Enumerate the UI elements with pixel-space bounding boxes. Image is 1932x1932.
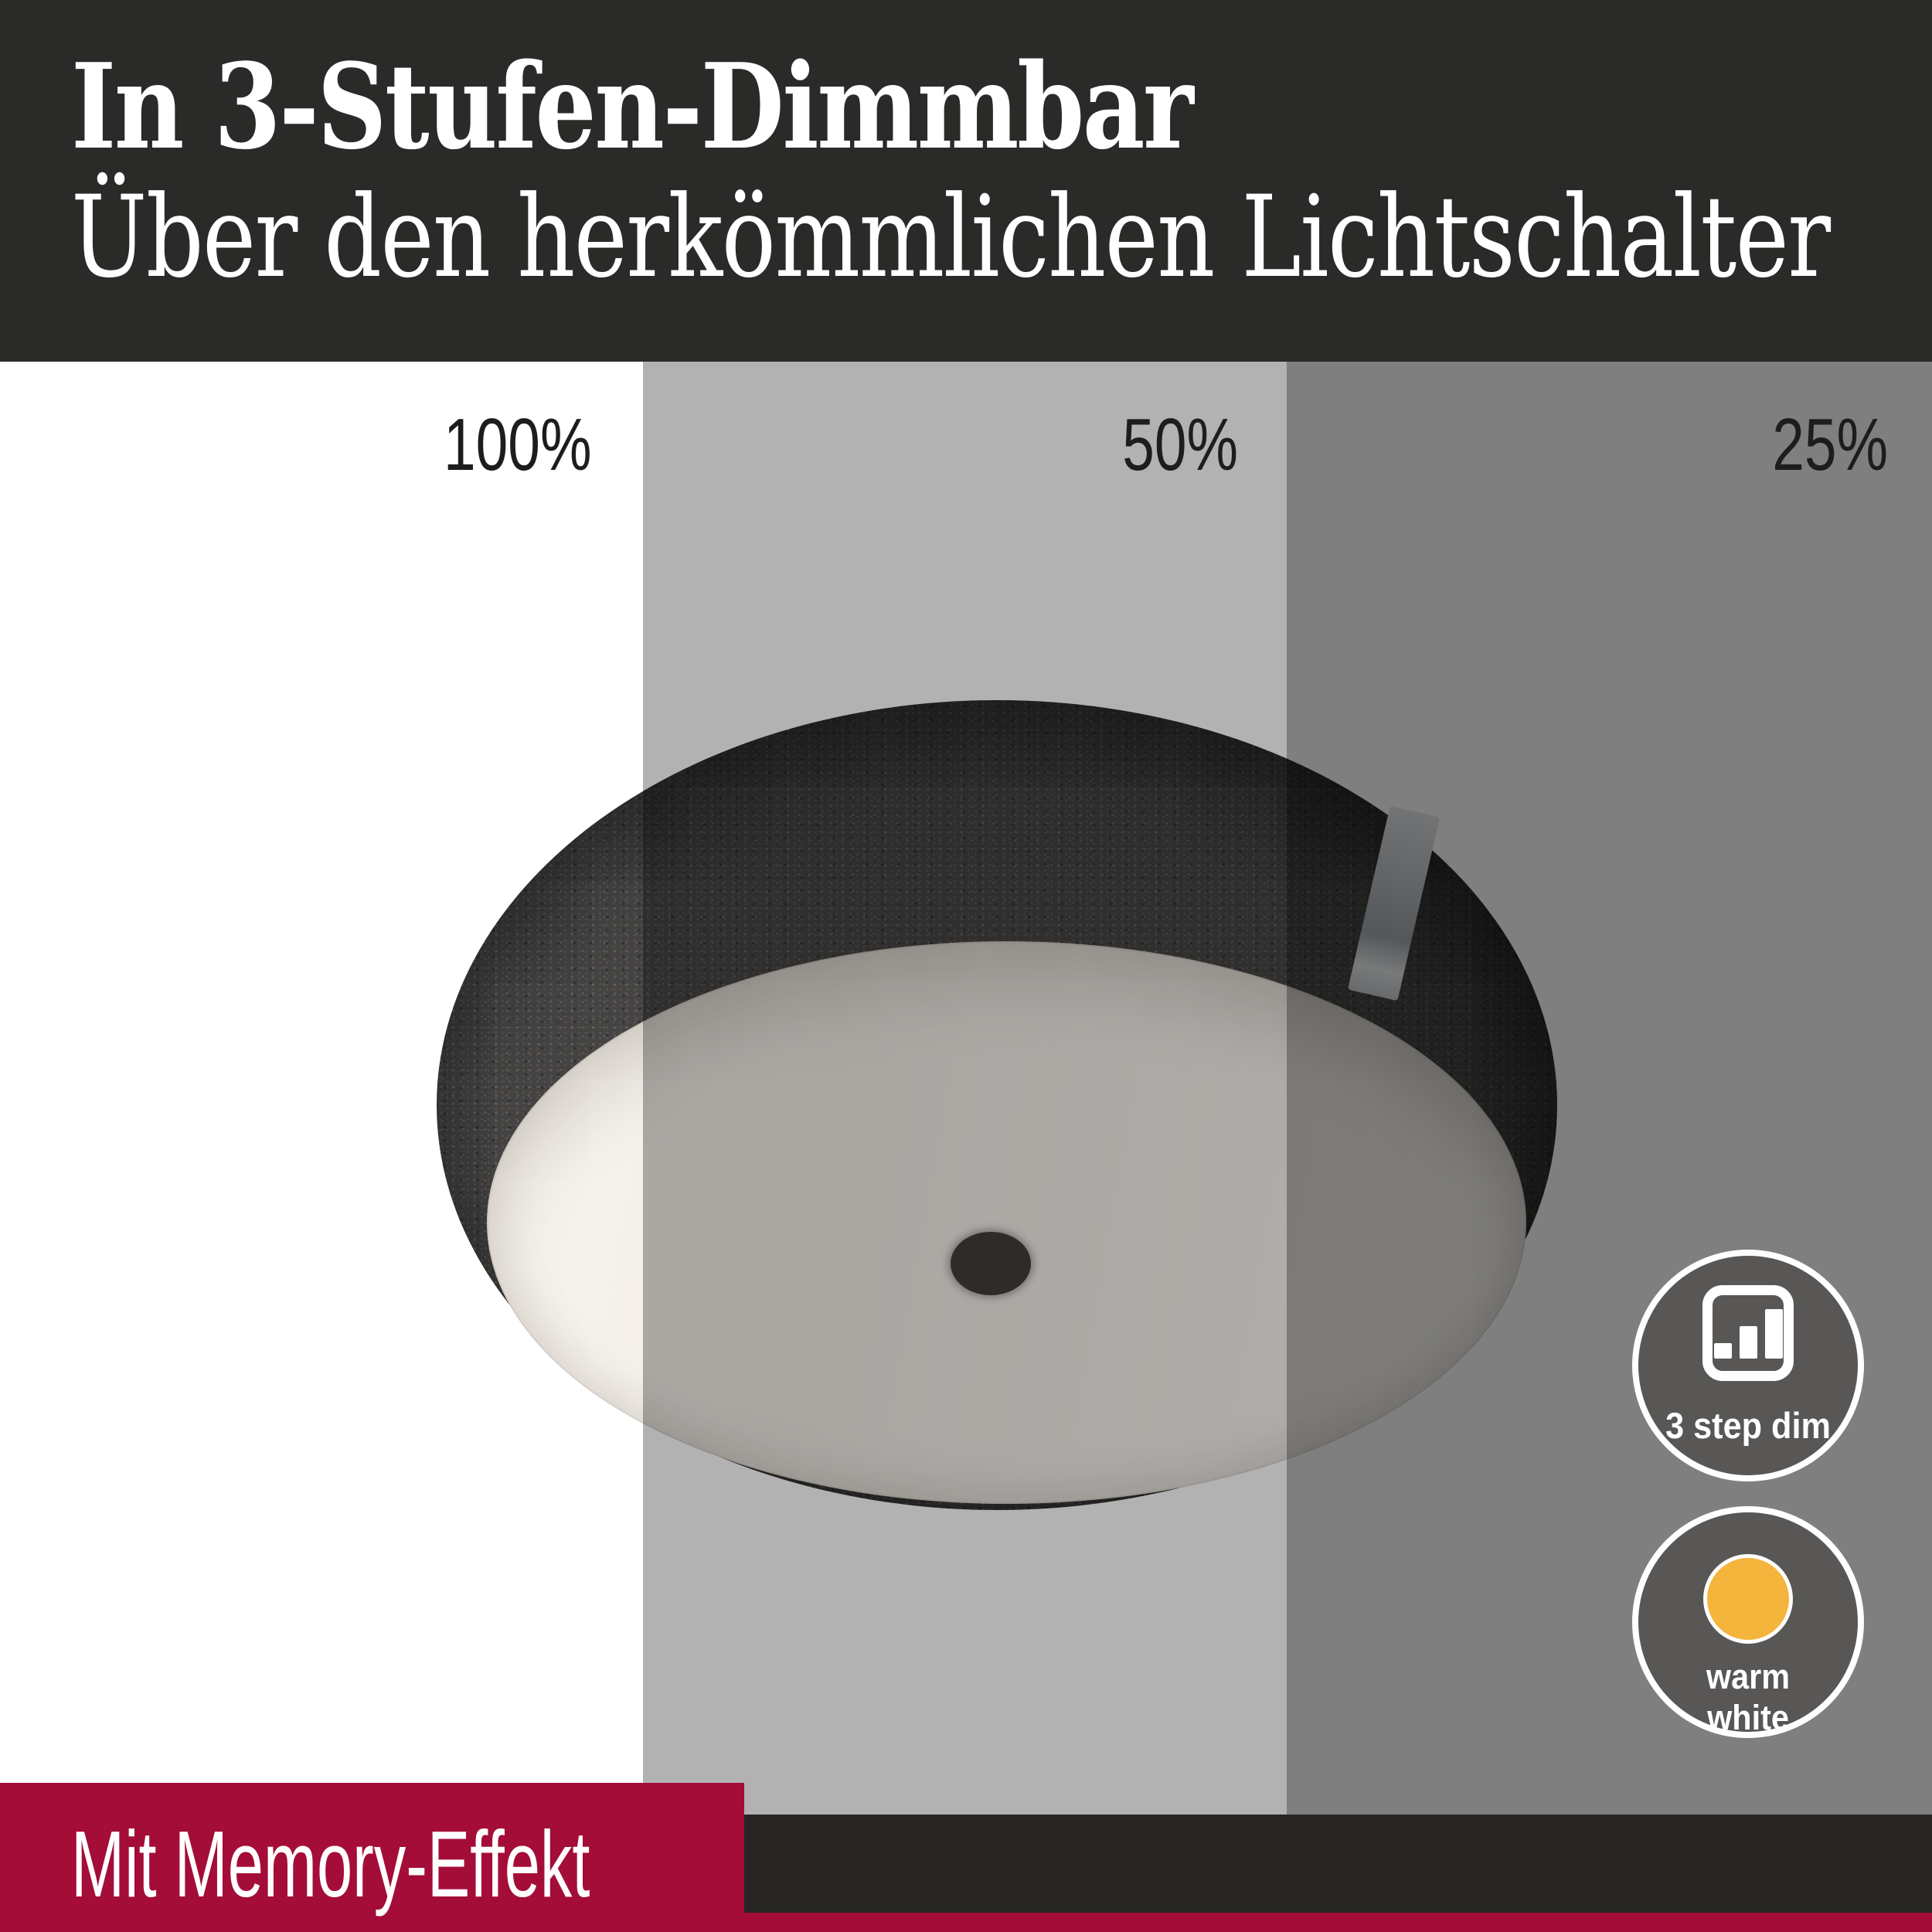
warm-white-dot-icon <box>1703 1554 1793 1644</box>
footer-dark-block <box>744 1815 1932 1913</box>
footer-red-strip <box>744 1913 1932 1932</box>
badge-warm-white: warm white <box>1632 1506 1864 1738</box>
warm-label-line1: warm <box>1706 1657 1791 1696</box>
brightness-band-50-overlay <box>643 362 1287 1932</box>
bar-step-2 <box>1739 1326 1757 1359</box>
header-banner: In 3-Stufen-Dimmbar Über den herkömmlich… <box>0 0 1932 362</box>
badge-warm-white-label: warm white <box>1647 1656 1849 1738</box>
bar-chart-steps-icon <box>1702 1285 1794 1381</box>
memory-effect-banner: Mit Memory-Effekt <box>0 1783 744 1932</box>
page-subtitle: Über den herkömmlichen Lichtschalter <box>71 172 1831 303</box>
bar-step-3 <box>1764 1309 1783 1359</box>
dim-level-label-100: 100% <box>444 403 592 486</box>
badge-3-step-dim: 3 step dim <box>1632 1250 1864 1481</box>
page-title: In 3-Stufen-Dimmbar <box>71 37 1194 175</box>
lamp-center-hole <box>951 1232 1031 1295</box>
dim-level-label-25: 25% <box>1772 403 1888 486</box>
memory-effect-label: Mit Memory-Effekt <box>71 1811 590 1917</box>
bar-step-1 <box>1713 1343 1732 1359</box>
badge-3-step-dim-label: 3 step dim <box>1665 1405 1831 1446</box>
warm-label-line2: white <box>1707 1698 1789 1738</box>
dim-level-label-50: 50% <box>1122 403 1238 486</box>
